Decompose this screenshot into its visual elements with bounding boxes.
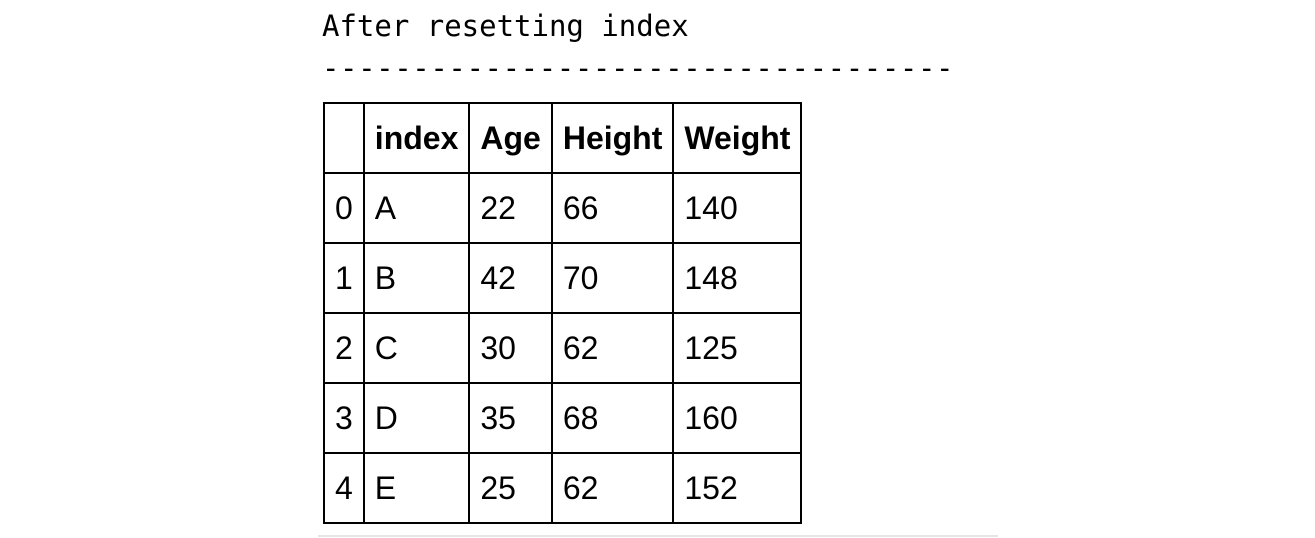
index-cell: A	[362, 172, 471, 244]
age-cell: 30	[468, 312, 553, 384]
age-cell: 22	[468, 172, 553, 244]
height-cell: 62	[550, 312, 675, 384]
row-index-cell: 3	[323, 382, 365, 454]
row-index-cell: 4	[323, 452, 365, 524]
output-separator: -----------------------------------	[322, 51, 955, 85]
weight-cell: 125	[672, 312, 803, 384]
table-row: 4 E 25 62 152	[323, 452, 803, 524]
index-cell: E	[362, 452, 471, 524]
weight-cell: 160	[672, 382, 803, 454]
table-row: 1 B 42 70 148	[323, 242, 803, 314]
weight-cell: 152	[672, 452, 803, 524]
header-cell-weight: Weight	[672, 102, 803, 174]
table-row: 0 A 22 66 140	[323, 172, 803, 244]
age-cell: 35	[468, 382, 553, 454]
weight-cell: 148	[672, 242, 803, 314]
index-cell: C	[362, 312, 471, 384]
table-row: 2 C 30 62 125	[323, 312, 803, 384]
header-cell-height: Height	[550, 102, 675, 174]
header-cell-row-index	[323, 102, 365, 174]
height-cell: 70	[550, 242, 675, 314]
dataframe-table: index Age Height Weight 0 A 22 66 140 1 …	[323, 102, 803, 524]
weight-cell: 140	[672, 172, 803, 244]
header-cell-index: index	[362, 102, 471, 174]
index-cell: B	[362, 242, 471, 314]
height-cell: 66	[550, 172, 675, 244]
output-heading: After resetting index	[322, 9, 689, 43]
row-index-cell: 1	[323, 242, 365, 314]
cell-output-area: After resetting index ------------------…	[318, 0, 1000, 538]
index-cell: D	[362, 382, 471, 454]
output-bottom-divider	[318, 535, 998, 537]
table-row: 3 D 35 68 160	[323, 382, 803, 454]
height-cell: 62	[550, 452, 675, 524]
header-cell-age: Age	[468, 102, 553, 174]
row-index-cell: 0	[323, 172, 365, 244]
table-header-row: index Age Height Weight	[323, 102, 803, 174]
age-cell: 42	[468, 242, 553, 314]
height-cell: 68	[550, 382, 675, 454]
row-index-cell: 2	[323, 312, 365, 384]
age-cell: 25	[468, 452, 553, 524]
